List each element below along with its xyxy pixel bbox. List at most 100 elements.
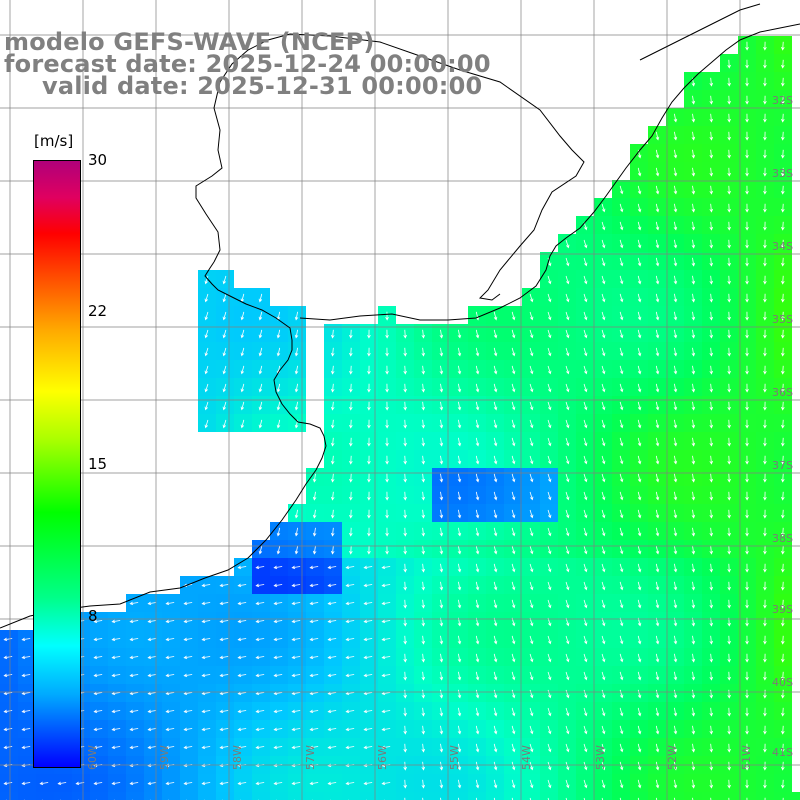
wind-vector-arrow — [183, 691, 193, 696]
wind-vector-arrow — [565, 671, 570, 681]
wind-vector-arrow — [673, 275, 678, 285]
wind-vector-arrow — [673, 257, 678, 267]
wind-vector-arrow — [511, 311, 516, 321]
wind-vector-arrow — [673, 455, 678, 465]
wind-vector-arrow — [511, 401, 516, 411]
wind-vector-arrow — [781, 671, 785, 681]
wind-vector-arrow — [745, 509, 749, 519]
wind-vector-arrow — [547, 707, 552, 717]
wind-vector-arrow — [475, 761, 480, 771]
wind-vector-arrow — [385, 347, 389, 357]
wind-vector-arrow — [601, 599, 606, 609]
wind-vector-arrow — [291, 781, 301, 786]
wind-vector-arrow — [673, 509, 678, 519]
wind-vector-arrow — [330, 365, 335, 375]
wind-vector-arrow — [237, 691, 247, 696]
lon-label: 57W — [304, 745, 317, 770]
wind-vector-arrow — [309, 637, 319, 642]
wind-vector-arrow — [763, 653, 767, 663]
wind-vector-arrow — [403, 725, 407, 735]
wind-vector-arrow — [349, 383, 353, 393]
wind-vector-arrow — [637, 653, 642, 663]
wind-speed-cell — [36, 792, 54, 800]
wind-vector-arrow — [781, 707, 785, 717]
wind-vector-arrow — [511, 527, 516, 537]
wind-vector-arrow — [781, 653, 785, 663]
lon-label: 56W — [376, 745, 389, 770]
wind-speed-field — [0, 36, 800, 800]
wind-vector-arrow — [709, 437, 714, 447]
wind-vector-arrow — [547, 365, 552, 375]
wind-vector-arrow — [529, 437, 534, 447]
wind-vector-arrow — [691, 563, 696, 573]
wind-vector-arrow — [385, 545, 389, 555]
wind-vector-arrow — [493, 419, 498, 429]
wind-vector-arrow — [709, 761, 714, 771]
wind-vector-arrow — [421, 383, 426, 393]
wind-vector-arrow — [291, 601, 301, 606]
wind-vector-arrow — [529, 671, 534, 681]
wind-vector-arrow — [565, 653, 570, 663]
wind-vector-arrow — [219, 781, 229, 786]
wind-vector-arrow — [727, 527, 731, 537]
wind-vector-arrow — [601, 779, 606, 789]
lat-label: 34S — [772, 240, 793, 253]
wind-vector-arrow — [637, 221, 642, 231]
wind-vector-arrow — [709, 401, 714, 411]
wind-vector-arrow — [619, 419, 624, 429]
wind-vector-arrow — [727, 275, 731, 285]
wind-speed-cell — [162, 792, 180, 800]
wind-vector-arrow — [727, 401, 731, 411]
wind-vector-arrow — [727, 509, 731, 519]
wind-vector-arrow — [385, 527, 389, 537]
wind-vector-arrow — [457, 545, 462, 555]
wind-vector-arrow — [204, 275, 209, 285]
wind-vector-arrow — [276, 401, 281, 411]
wind-vector-arrow — [273, 781, 283, 786]
wind-vector-arrow — [763, 329, 767, 339]
wind-vector-arrow — [727, 671, 731, 681]
wind-vector-arrow — [147, 601, 157, 606]
wind-vector-arrow — [381, 601, 391, 606]
wind-vector-arrow — [727, 419, 731, 429]
wind-vector-arrow — [439, 419, 444, 429]
wind-vector-arrow — [475, 419, 480, 429]
wind-speed-cell — [414, 792, 432, 800]
wind-vector-arrow — [601, 761, 606, 771]
wind-vector-arrow — [565, 563, 570, 573]
wind-vector-arrow — [57, 781, 67, 786]
wind-vector-arrow — [691, 239, 696, 249]
wind-vector-arrow — [691, 185, 696, 195]
wind-speed-cell — [648, 792, 666, 800]
wind-vector-arrow — [147, 619, 157, 624]
wind-speed-cell — [18, 792, 36, 800]
wind-vector-arrow — [745, 347, 749, 357]
wind-vector-arrow — [763, 419, 767, 429]
wind-vector-arrow — [565, 491, 570, 501]
wind-vector-arrow — [237, 601, 247, 606]
wind-vector-arrow — [619, 653, 624, 663]
wind-vector-arrow — [619, 563, 624, 573]
wind-vector-arrow — [421, 779, 426, 789]
wind-vector-arrow — [745, 761, 749, 771]
wind-vector-arrow — [637, 185, 642, 195]
wind-vector-arrow — [619, 725, 624, 735]
wind-vector-arrow — [547, 563, 552, 573]
wind-vector-arrow — [619, 185, 624, 195]
wind-vector-arrow — [637, 329, 642, 339]
wind-vector-arrow — [691, 707, 696, 717]
wind-vector-arrow — [201, 601, 211, 606]
wind-vector-arrow — [727, 311, 731, 321]
wind-vector-arrow — [637, 473, 642, 483]
wind-vector-arrow — [691, 419, 696, 429]
wind-vector-arrow — [273, 619, 283, 624]
wind-vector-arrow — [727, 473, 731, 483]
wind-vector-arrow — [601, 473, 606, 483]
wind-vector-arrow — [727, 707, 731, 717]
wind-vector-arrow — [673, 707, 678, 717]
wind-vector-arrow — [583, 707, 588, 717]
wind-vector-arrow — [309, 583, 319, 588]
wind-vector-arrow — [601, 689, 606, 699]
wind-vector-arrow — [619, 311, 624, 321]
